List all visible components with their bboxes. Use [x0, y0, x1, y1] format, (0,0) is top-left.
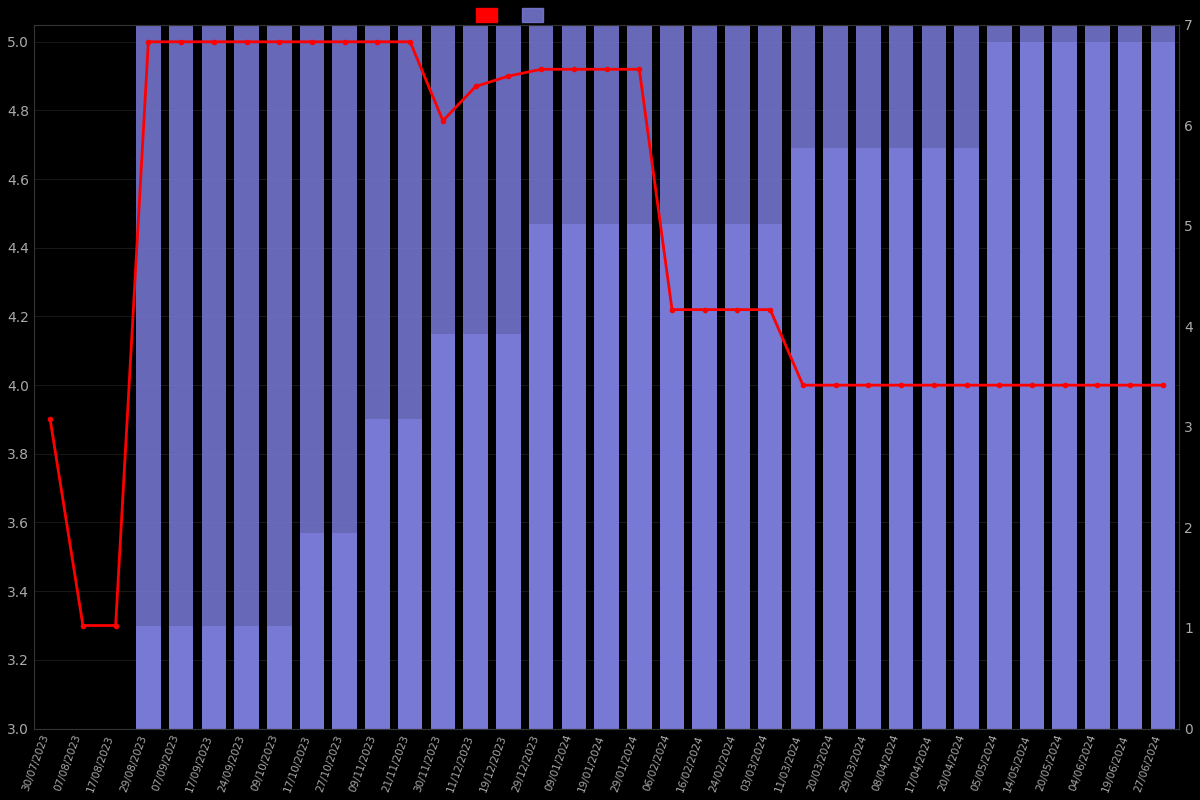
Bar: [628, 224, 652, 800]
Legend: , : ,: [472, 3, 558, 26]
Bar: [1020, 0, 1044, 729]
Bar: [889, 0, 913, 729]
Bar: [1151, 42, 1175, 800]
Bar: [1020, 42, 1044, 800]
Bar: [660, 224, 684, 800]
Bar: [1118, 42, 1142, 800]
Bar: [562, 0, 586, 729]
Bar: [692, 224, 718, 800]
Bar: [889, 148, 913, 800]
Bar: [365, 0, 390, 729]
Bar: [266, 0, 292, 729]
Bar: [300, 533, 324, 800]
Bar: [496, 0, 521, 729]
Bar: [234, 626, 259, 800]
Bar: [136, 626, 161, 800]
Bar: [529, 224, 553, 800]
Bar: [856, 0, 881, 729]
Bar: [1085, 42, 1110, 800]
Bar: [202, 0, 226, 729]
Bar: [169, 626, 193, 800]
Bar: [1151, 0, 1175, 729]
Bar: [791, 148, 815, 800]
Bar: [758, 0, 782, 729]
Bar: [365, 419, 390, 800]
Bar: [136, 0, 161, 729]
Bar: [988, 42, 1012, 800]
Bar: [266, 626, 292, 800]
Bar: [234, 0, 259, 729]
Bar: [660, 0, 684, 729]
Bar: [922, 0, 946, 729]
Bar: [398, 419, 422, 800]
Bar: [823, 148, 848, 800]
Bar: [1118, 0, 1142, 729]
Bar: [954, 0, 979, 729]
Bar: [988, 0, 1012, 729]
Bar: [202, 626, 226, 800]
Bar: [431, 334, 455, 800]
Bar: [856, 148, 881, 800]
Bar: [1052, 42, 1078, 800]
Bar: [562, 224, 586, 800]
Bar: [823, 0, 848, 729]
Bar: [594, 224, 619, 800]
Bar: [463, 334, 488, 800]
Bar: [594, 0, 619, 729]
Bar: [692, 0, 718, 729]
Bar: [431, 0, 455, 729]
Bar: [300, 0, 324, 729]
Bar: [529, 0, 553, 729]
Bar: [463, 0, 488, 729]
Bar: [758, 224, 782, 800]
Bar: [398, 0, 422, 729]
Bar: [922, 148, 946, 800]
Bar: [1052, 0, 1078, 729]
Bar: [169, 0, 193, 729]
Bar: [628, 0, 652, 729]
Bar: [332, 0, 358, 729]
Bar: [332, 533, 358, 800]
Bar: [791, 0, 815, 729]
Bar: [496, 334, 521, 800]
Bar: [725, 0, 750, 729]
Bar: [725, 224, 750, 800]
Bar: [954, 148, 979, 800]
Bar: [1085, 0, 1110, 729]
